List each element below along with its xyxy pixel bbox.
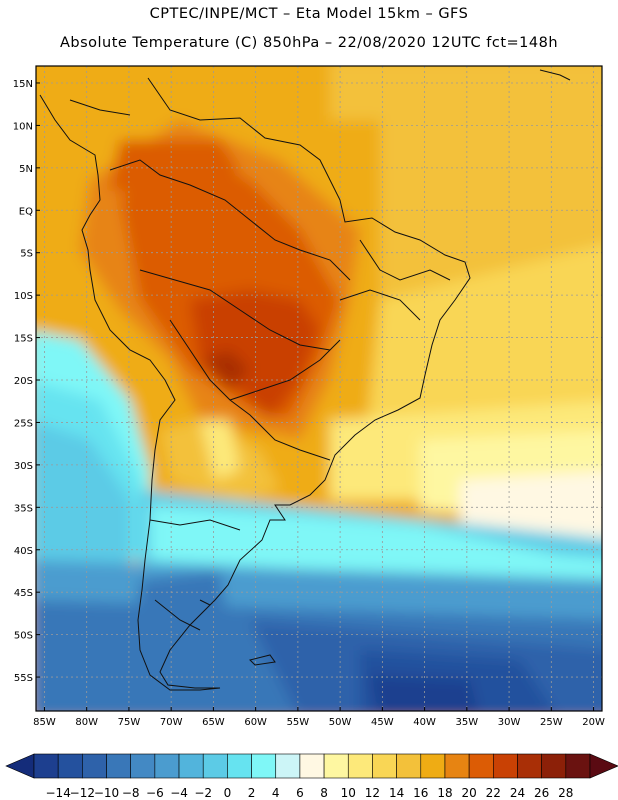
latitude-label: 40S [14,546,33,557]
colorbar-label: −2 [194,786,212,800]
colorbar-label: 6 [296,786,304,800]
longitude-label: 60W [244,717,267,728]
chart-title-line-1: CPTEC/INPE/MCT – Eta Model 15km – GFS [149,6,469,22]
latitude-label: 30S [14,461,33,472]
colorbar-label: 26 [534,786,549,800]
colorbar-cell [57,753,83,779]
latitude-label: 55S [14,673,33,684]
longitude-label: 45W [371,717,394,728]
longitude-label: 25W [540,717,563,728]
colorbar-cell [565,753,591,779]
latitude-label: 50S [14,631,33,642]
colorbar-label: 24 [510,786,525,800]
colorbar-over-triangle [589,753,618,779]
map-gridlines [36,66,602,711]
colorbar-under-triangle [5,753,35,779]
coastlines [39,69,571,691]
colorbar-cell [493,753,518,779]
longitude-label: 20W [582,717,605,728]
colorbar-label: 8 [320,786,328,800]
longitude-tick-labels: 85W 80W 75W 70W 65W 60W 55W 50W 45W 40W 35W 30W 25W 2… [33,707,605,728]
colorbar-cell [82,753,107,779]
colorbar-cell [178,753,204,779]
colorbar-cell [202,753,228,779]
colorbar-label: 0 [224,786,232,800]
colorbar-cell [130,753,156,779]
longitude-label: 75W [118,717,141,728]
latitude-label: 10S [14,291,33,302]
longitude-label: 50W [329,717,352,728]
colorbar-cell [251,753,277,779]
colorbar-cell [517,753,542,779]
colorbar-label: 18 [437,786,452,800]
latitude-tick-labels: 15N 10N 5N EQ 5S 10S 15S 20S 25S 30S 35S 40S 45S 50S 5… [13,79,40,684]
latitude-label: 45S [14,588,33,599]
colorbar-label: −14 [46,786,71,800]
latitude-label: 10N [13,121,33,132]
longitude-label: 65W [202,717,225,728]
map-frame [35,65,603,712]
latitude-label: EQ [19,206,33,217]
colorbar-cell [347,753,373,779]
colorbar-label: 16 [413,786,428,800]
colorbar-cell [323,753,349,779]
colorbar-cell [372,753,397,779]
longitude-label: 30W [498,717,521,728]
colorbar-cell [468,753,494,779]
colorbar-cell [541,753,567,779]
latitude-label: 15N [13,79,33,90]
latitude-label: 20S [14,376,33,387]
colorbar-cell [33,753,59,779]
colorbar-cell [275,753,301,779]
colorbar-label: −8 [122,786,140,800]
colorbar-label: −10 [94,786,119,800]
colorbar-label: −12 [70,786,95,800]
latitude-label: 15S [14,334,33,345]
colorbar-cell [227,753,252,779]
colorbar-cell [396,753,422,779]
longitude-label: 40W [413,717,436,728]
longitude-label: 55W [287,717,310,728]
colorbar-label: 4 [272,786,280,800]
colorbar-cell [444,753,470,779]
colorbar-label: 20 [461,786,476,800]
colorbar-label: 12 [365,786,380,800]
latitude-label: 5S [20,249,33,260]
colorbar-label: 10 [341,786,356,800]
latitude-label: 35S [14,503,33,514]
latitude-label: 5N [19,164,33,175]
colorbar-label: 28 [558,786,573,800]
latitude-label: 25S [14,418,33,429]
colorbar-cell [299,753,325,779]
colorbar-cell [420,753,446,779]
longitude-label: 85W [33,717,56,728]
longitude-label: 80W [75,717,98,728]
colorbar-cell [154,753,180,779]
colorbar-cell [106,753,131,779]
colorbar-label: −6 [146,786,164,800]
colorbar-label: 2 [248,786,256,800]
colorbar-label: 14 [389,786,404,800]
longitude-label: 35W [456,717,479,728]
colorbar-label: −4 [170,786,188,800]
colorbar-label: 22 [486,786,501,800]
longitude-label: 70W [160,717,183,728]
chart-title-line-2: Absolute Temperature (C) 850hPa – 22/08/… [59,35,559,51]
